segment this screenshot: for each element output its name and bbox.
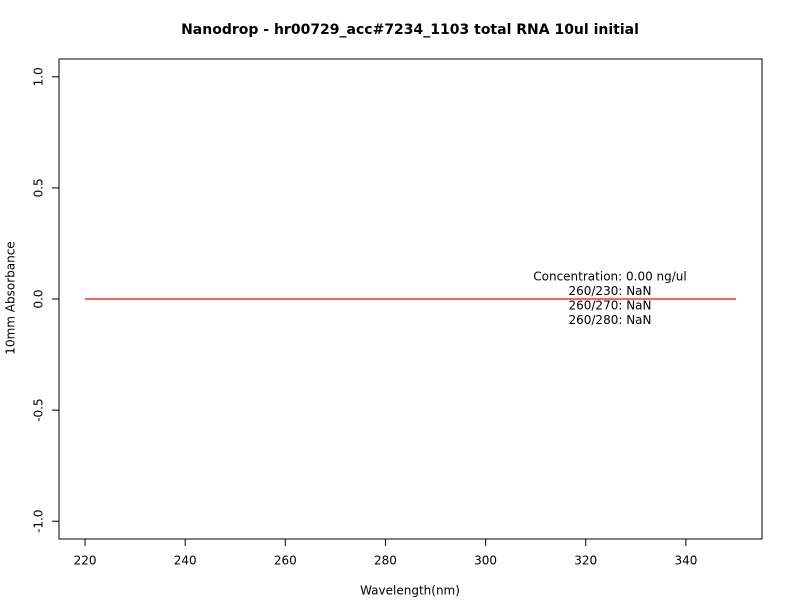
annotation: 260/280: NaN bbox=[568, 313, 651, 327]
x-tick-label: 300 bbox=[474, 554, 497, 568]
y-tick-label: 1.0 bbox=[32, 67, 46, 86]
x-tick-label: 260 bbox=[274, 554, 297, 568]
x-tick-label: 240 bbox=[174, 554, 197, 568]
x-tick-label: 320 bbox=[574, 554, 597, 568]
annotation: 260/270: NaN bbox=[568, 299, 651, 313]
y-tick-label: -1.0 bbox=[32, 510, 46, 533]
x-tick-label: 340 bbox=[674, 554, 697, 568]
y-tick-label: 0.5 bbox=[32, 178, 46, 197]
annotation: Concentration: 0.00 ng/ul bbox=[533, 270, 687, 284]
x-tick-label: 280 bbox=[374, 554, 397, 568]
y-tick-label: 0.0 bbox=[32, 289, 46, 308]
annotation: 260/230: NaN bbox=[568, 284, 651, 298]
x-axis-label: Wavelength(nm) bbox=[360, 584, 460, 598]
y-tick-label: -0.5 bbox=[32, 398, 46, 421]
x-tick-label: 220 bbox=[74, 554, 97, 568]
y-axis-label: 10mm Absorbance bbox=[4, 241, 18, 354]
chart-title: Nanodrop - hr00729_acc#7234_1103 total R… bbox=[181, 22, 639, 38]
